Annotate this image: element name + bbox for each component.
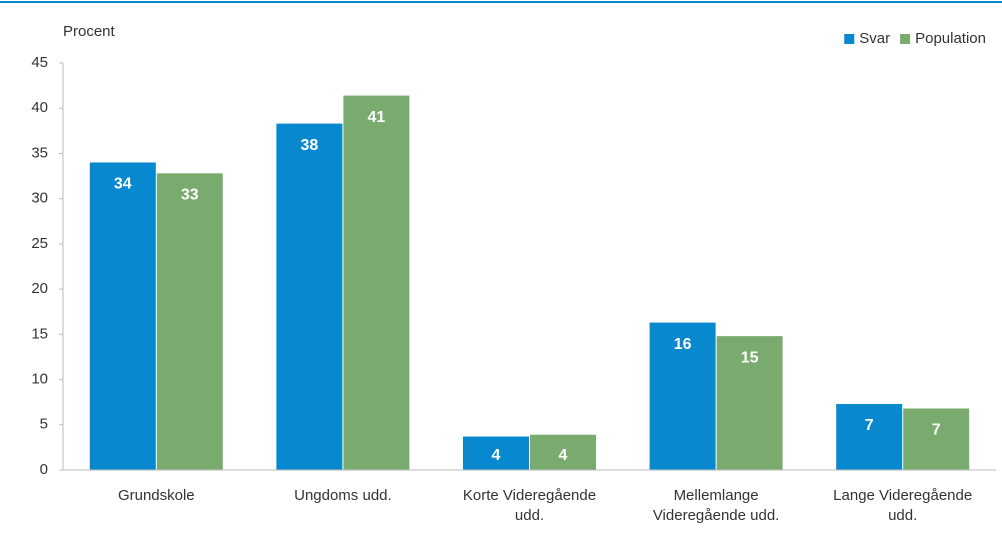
bar xyxy=(903,408,970,470)
bar xyxy=(89,162,156,470)
y-tick-label: 35 xyxy=(31,144,48,161)
value-label: 7 xyxy=(865,417,874,434)
x-tick-label: Lange Videregående udd. xyxy=(833,487,972,524)
value-label: 34 xyxy=(114,176,132,193)
bar xyxy=(463,436,529,470)
x-tick-label: Mellemlange Videregående udd. xyxy=(653,487,780,524)
legend-swatch xyxy=(844,34,855,44)
bar xyxy=(276,123,343,470)
y-tick-label: 25 xyxy=(31,235,48,252)
bar xyxy=(716,336,783,470)
value-label: 4 xyxy=(492,447,501,464)
value-label: 38 xyxy=(301,137,319,154)
y-tick-label: 0 xyxy=(40,461,48,478)
value-label: 41 xyxy=(368,109,386,126)
y-tick-label: 10 xyxy=(31,371,48,388)
bar xyxy=(156,173,223,470)
value-label: 15 xyxy=(741,349,759,366)
y-tick-label: 30 xyxy=(31,190,48,207)
value-label: 4 xyxy=(559,447,568,464)
value-label: 33 xyxy=(181,187,199,204)
legend-label: Population xyxy=(915,30,986,47)
y-tick-label: 45 xyxy=(31,54,48,71)
y-tick-label: 15 xyxy=(31,325,48,342)
y-tick-label: 5 xyxy=(40,416,48,433)
y-tick-label: 40 xyxy=(31,99,48,116)
bar xyxy=(530,434,596,470)
bar xyxy=(836,403,903,470)
y-tick-label: 20 xyxy=(31,280,48,297)
x-tick-label: Ungdoms udd. xyxy=(294,487,392,504)
legend-label: Svar xyxy=(859,30,890,47)
x-tick-label: Grundskole xyxy=(118,487,195,504)
legend-swatch xyxy=(900,34,911,44)
x-tick-label: Korte Videregående udd. xyxy=(463,487,596,524)
bar xyxy=(343,95,410,470)
value-label: 7 xyxy=(932,422,941,439)
value-label: 16 xyxy=(674,336,692,353)
y-axis-label: Procent xyxy=(63,23,116,40)
bar xyxy=(649,322,716,470)
